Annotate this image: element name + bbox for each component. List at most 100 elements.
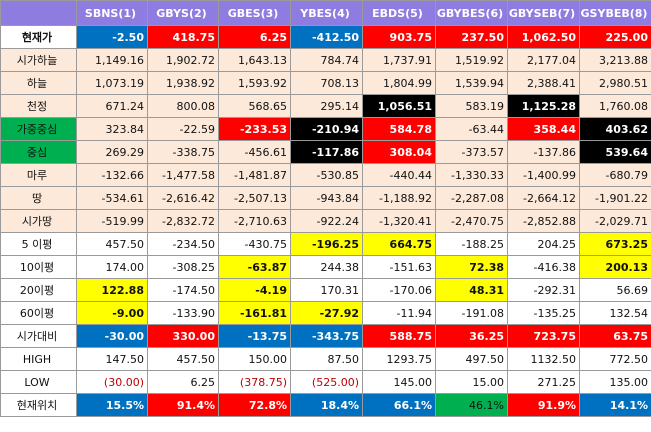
data-cell[interactable]: -1,320.41 (362, 209, 436, 233)
data-cell[interactable]: 457.50 (76, 232, 148, 256)
data-cell[interactable]: 91.4% (147, 393, 219, 417)
data-cell[interactable]: 15.5% (76, 393, 148, 417)
row-label[interactable]: 5 이평 (0, 232, 77, 256)
data-cell[interactable]: 2,177.04 (507, 48, 580, 72)
data-cell[interactable]: -191.08 (435, 301, 508, 325)
data-cell[interactable]: -135.25 (507, 301, 580, 325)
row-label[interactable]: 시가대비 (0, 324, 77, 348)
data-cell[interactable]: 308.04 (362, 140, 436, 164)
row-label[interactable]: 현재가 (0, 25, 77, 49)
data-cell[interactable]: -11.94 (362, 301, 436, 325)
corner-cell[interactable] (0, 0, 77, 26)
data-cell[interactable]: 1,902.72 (147, 48, 219, 72)
data-cell[interactable]: -2,832.72 (147, 209, 219, 233)
data-cell[interactable]: 14.1% (579, 393, 651, 417)
data-cell[interactable]: -1,188.92 (362, 186, 436, 210)
data-cell[interactable]: 145.00 (362, 370, 436, 394)
data-cell[interactable]: 418.75 (147, 25, 219, 49)
column-header[interactable]: YBES(4) (290, 0, 363, 26)
data-cell[interactable]: -530.85 (290, 163, 363, 187)
data-cell[interactable]: 147.50 (76, 347, 148, 371)
data-cell[interactable]: 1,593.92 (218, 71, 291, 95)
data-cell[interactable]: -210.94 (290, 117, 363, 141)
column-header[interactable]: GBYSEB(7) (507, 0, 580, 26)
data-cell[interactable]: -680.79 (579, 163, 651, 187)
data-cell[interactable]: 244.38 (290, 255, 363, 279)
data-cell[interactable]: -440.44 (362, 163, 436, 187)
data-cell[interactable]: 66.1% (362, 393, 436, 417)
data-cell[interactable]: 723.75 (507, 324, 580, 348)
data-cell[interactable]: -188.25 (435, 232, 508, 256)
data-cell[interactable]: -308.25 (147, 255, 219, 279)
data-cell[interactable]: 150.00 (218, 347, 291, 371)
column-header[interactable]: GBES(3) (218, 0, 291, 26)
data-cell[interactable]: -63.44 (435, 117, 508, 141)
row-label[interactable]: 시가땅 (0, 209, 77, 233)
data-cell[interactable]: 583.19 (435, 94, 508, 118)
data-cell[interactable]: -2,852.88 (507, 209, 580, 233)
data-cell[interactable]: 1,938.92 (147, 71, 219, 95)
data-cell[interactable]: -922.24 (290, 209, 363, 233)
data-cell[interactable]: 539.64 (579, 140, 651, 164)
data-cell[interactable]: 135.00 (579, 370, 651, 394)
data-cell[interactable]: -416.38 (507, 255, 580, 279)
data-cell[interactable]: 295.14 (290, 94, 363, 118)
data-cell[interactable]: -9.00 (76, 301, 148, 325)
row-label[interactable]: 하늘 (0, 71, 77, 95)
data-cell[interactable]: -233.53 (218, 117, 291, 141)
data-cell[interactable]: 457.50 (147, 347, 219, 371)
data-cell[interactable]: 269.29 (76, 140, 148, 164)
data-cell[interactable]: -430.75 (218, 232, 291, 256)
data-cell[interactable]: -137.86 (507, 140, 580, 164)
data-cell[interactable]: 1,149.16 (76, 48, 148, 72)
row-label[interactable]: 천정 (0, 94, 77, 118)
data-cell[interactable]: 200.13 (579, 255, 651, 279)
data-cell[interactable]: 1,073.19 (76, 71, 148, 95)
row-label[interactable]: HIGH (0, 347, 77, 371)
data-cell[interactable]: 56.69 (579, 278, 651, 302)
data-cell[interactable]: -117.86 (290, 140, 363, 164)
row-label[interactable]: 시가하늘 (0, 48, 77, 72)
data-cell[interactable]: 36.25 (435, 324, 508, 348)
data-cell[interactable]: 72.8% (218, 393, 291, 417)
data-cell[interactable]: 568.65 (218, 94, 291, 118)
data-cell[interactable]: -13.75 (218, 324, 291, 348)
column-header[interactable]: GBYBES(6) (435, 0, 508, 26)
data-cell[interactable]: -133.90 (147, 301, 219, 325)
data-cell[interactable]: -27.92 (290, 301, 363, 325)
data-cell[interactable]: 673.25 (579, 232, 651, 256)
data-cell[interactable]: -22.59 (147, 117, 219, 141)
data-cell[interactable]: -161.81 (218, 301, 291, 325)
data-cell[interactable]: 18.4% (290, 393, 363, 417)
data-cell[interactable]: 46.1% (435, 393, 508, 417)
data-cell[interactable]: -2,507.13 (218, 186, 291, 210)
row-label[interactable]: 현재위치 (0, 393, 77, 417)
data-cell[interactable]: -1,400.99 (507, 163, 580, 187)
data-cell[interactable]: -534.61 (76, 186, 148, 210)
data-cell[interactable]: -1,330.33 (435, 163, 508, 187)
data-cell[interactable]: -63.87 (218, 255, 291, 279)
data-cell[interactable]: 1,056.51 (362, 94, 436, 118)
data-cell[interactable]: 588.75 (362, 324, 436, 348)
data-cell[interactable]: -174.50 (147, 278, 219, 302)
data-cell[interactable]: 1,737.91 (362, 48, 436, 72)
data-cell[interactable]: 1,519.92 (435, 48, 508, 72)
column-header[interactable]: GSYBEB(8) (579, 0, 651, 26)
data-cell[interactable]: (525.00) (290, 370, 363, 394)
data-cell[interactable]: 708.13 (290, 71, 363, 95)
data-cell[interactable]: 87.50 (290, 347, 363, 371)
data-cell[interactable]: 225.00 (579, 25, 651, 49)
data-cell[interactable]: 1,804.99 (362, 71, 436, 95)
data-cell[interactable]: -234.50 (147, 232, 219, 256)
data-cell[interactable]: -1,481.87 (218, 163, 291, 187)
data-cell[interactable]: 122.88 (76, 278, 148, 302)
data-cell[interactable]: -343.75 (290, 324, 363, 348)
row-label[interactable]: 땅 (0, 186, 77, 210)
data-cell[interactable]: 1,539.94 (435, 71, 508, 95)
data-cell[interactable]: 1,062.50 (507, 25, 580, 49)
data-cell[interactable]: -519.99 (76, 209, 148, 233)
data-cell[interactable]: 91.9% (507, 393, 580, 417)
data-cell[interactable]: -132.66 (76, 163, 148, 187)
column-header[interactable]: SBNS(1) (76, 0, 148, 26)
column-header[interactable]: EBDS(5) (362, 0, 436, 26)
